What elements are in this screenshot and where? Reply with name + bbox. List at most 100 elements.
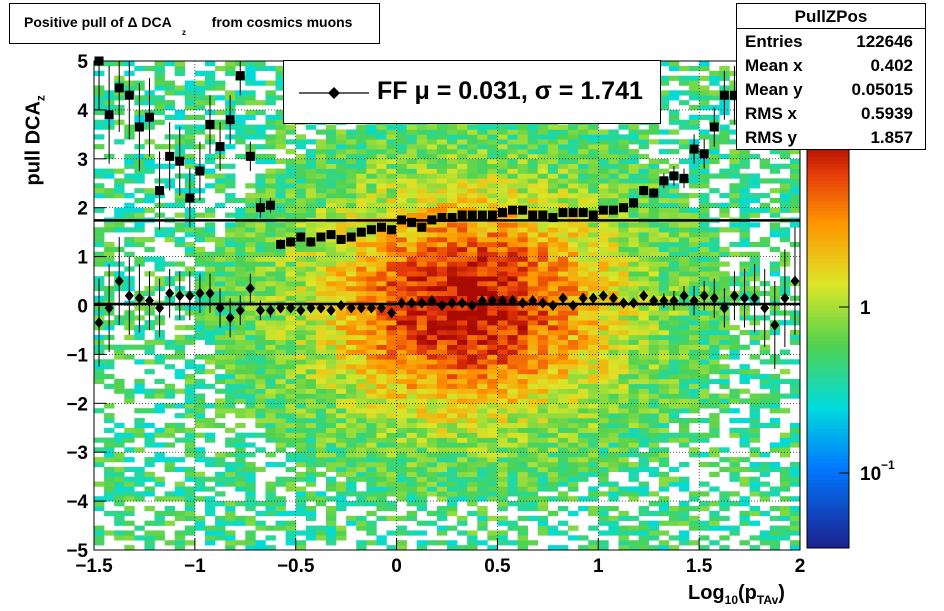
heatmap-cell xyxy=(336,261,347,267)
heatmap-cell xyxy=(547,256,559,262)
heatmap-cell xyxy=(709,266,720,272)
heatmap-cell xyxy=(245,124,256,130)
heatmap-cell xyxy=(376,466,387,473)
heatmap-cell xyxy=(517,168,528,174)
heatmap-cell xyxy=(386,139,397,145)
heatmap-cell xyxy=(648,237,660,243)
heatmap-cell xyxy=(507,237,518,243)
heatmap-cell xyxy=(225,461,236,468)
heatmap-cell xyxy=(436,417,448,424)
heatmap-cell xyxy=(235,408,246,414)
heatmap-cell xyxy=(547,281,559,287)
heatmap-cell xyxy=(406,344,418,350)
heatmap-cell xyxy=(194,315,206,321)
heatmap-cell xyxy=(578,354,589,360)
heatmap-cell xyxy=(376,540,387,546)
heatmap-cell xyxy=(386,349,397,355)
heatmap-cell xyxy=(517,403,528,409)
heatmap-cell xyxy=(346,256,357,262)
heatmap-cell xyxy=(477,491,488,497)
heatmap-cell xyxy=(265,437,276,443)
heatmap-cell xyxy=(356,197,367,204)
heatmap-cell xyxy=(134,388,145,394)
heatmap-cell xyxy=(376,344,387,350)
heatmap-cell xyxy=(467,193,478,199)
heatmap-cell xyxy=(517,290,528,297)
heatmap-cell xyxy=(588,237,599,243)
heatmap-cell xyxy=(194,197,206,204)
heatmap-cell xyxy=(426,168,438,174)
heatmap-cell xyxy=(265,144,276,150)
heatmap-cell xyxy=(648,437,660,443)
heatmap-cell xyxy=(114,227,125,233)
heatmap-cell xyxy=(426,452,438,458)
heatmap-cell xyxy=(608,354,619,360)
heatmap-cell xyxy=(648,183,660,189)
heatmap-cell xyxy=(275,413,286,419)
heatmap-cell xyxy=(497,515,508,521)
heatmap-cell xyxy=(517,344,528,350)
heatmap-cell xyxy=(295,134,307,140)
heatmap-cell xyxy=(114,466,125,473)
heatmap-cell xyxy=(527,344,539,350)
heatmap-cell xyxy=(275,437,286,443)
heatmap-cell xyxy=(547,329,559,336)
heatmap-cell xyxy=(658,447,670,453)
heatmap-cell xyxy=(366,422,377,429)
heatmap-cell xyxy=(386,281,397,287)
heatmap-cell xyxy=(426,285,438,292)
heatmap-cell xyxy=(658,271,670,277)
heatmap-cell xyxy=(588,408,599,414)
heatmap-cell xyxy=(396,144,407,150)
heatmap-cell xyxy=(396,325,407,331)
heatmap-cell xyxy=(406,149,418,155)
heatmap-cell xyxy=(689,364,700,370)
heatmap-cell xyxy=(507,471,518,477)
heatmap-cell xyxy=(124,535,135,541)
heatmap-cell xyxy=(315,202,327,208)
heatmap-cell xyxy=(366,383,377,389)
heatmap-cell xyxy=(517,310,528,316)
heatmap-cell xyxy=(598,193,609,199)
heatmap-cell xyxy=(477,227,488,233)
heatmap-cell xyxy=(497,163,508,169)
heatmap-cell xyxy=(699,329,710,336)
heatmap-cell xyxy=(658,241,670,248)
heatmap-cell xyxy=(618,315,629,321)
heatmap-cell xyxy=(305,168,317,174)
heatmap-cell xyxy=(447,359,458,365)
heatmap-cell xyxy=(235,383,246,389)
heatmap-cell xyxy=(376,359,387,365)
heatmap-cell xyxy=(144,471,155,477)
heatmap-cell xyxy=(426,373,438,380)
heatmap-cell xyxy=(527,320,539,326)
heatmap-cell xyxy=(447,256,458,262)
heatmap-cell xyxy=(235,373,246,380)
heatmap-cell xyxy=(366,241,377,248)
heatmap-cell xyxy=(245,359,256,365)
heatmap-cell xyxy=(547,173,559,179)
heatmap-cell xyxy=(275,80,286,86)
heatmap-cell xyxy=(568,432,579,438)
heatmap-cell xyxy=(638,256,650,262)
heatmap-cell xyxy=(94,193,105,199)
heatmap-cell xyxy=(568,139,579,145)
heatmap-cell xyxy=(557,158,569,164)
heatmap-cell xyxy=(668,520,680,526)
heatmap-cell xyxy=(124,447,135,453)
heatmap-cell xyxy=(628,339,639,345)
heatmap-cell xyxy=(346,285,357,292)
heatmap-cell xyxy=(376,178,387,184)
heatmap-cell xyxy=(578,188,589,194)
heatmap-cell xyxy=(527,364,539,370)
heatmap-cell xyxy=(467,403,478,409)
heatmap-cell xyxy=(426,281,438,287)
heatmap-cell xyxy=(285,202,297,208)
heatmap-cell xyxy=(557,232,569,238)
heatmap-cell xyxy=(668,261,680,267)
heatmap-cell xyxy=(426,437,438,443)
heatmap-cell xyxy=(295,349,307,355)
heatmap-cell xyxy=(477,237,488,243)
heatmap-cell xyxy=(386,422,397,429)
heatmap-cell xyxy=(215,491,226,497)
